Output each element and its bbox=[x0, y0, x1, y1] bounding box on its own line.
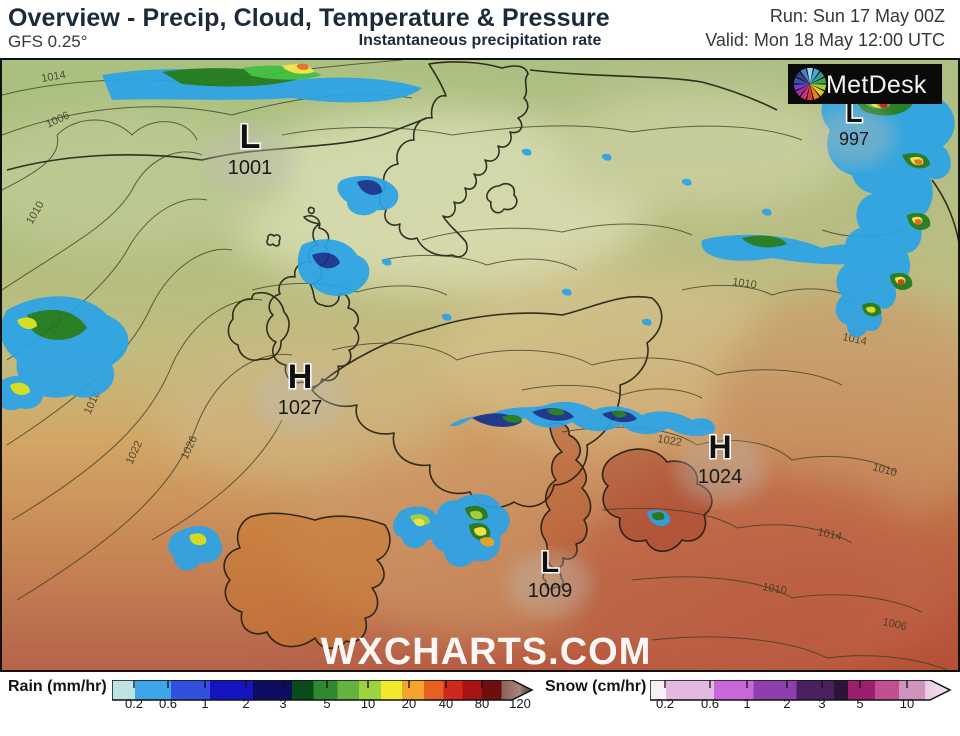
svg-text:WXCHARTS.COM: WXCHARTS.COM bbox=[321, 631, 652, 672]
svg-text:L: L bbox=[240, 118, 261, 156]
svg-text:L: L bbox=[541, 546, 559, 579]
svg-text:H: H bbox=[708, 429, 731, 465]
svg-text:H: H bbox=[288, 358, 313, 396]
svg-text:1024: 1024 bbox=[698, 466, 743, 488]
svg-text:1027: 1027 bbox=[278, 397, 323, 419]
svg-text:997: 997 bbox=[839, 129, 869, 149]
svg-text:MetDesk: MetDesk bbox=[826, 71, 927, 99]
svg-text:1001: 1001 bbox=[228, 157, 273, 179]
svg-text:1009: 1009 bbox=[528, 580, 573, 602]
